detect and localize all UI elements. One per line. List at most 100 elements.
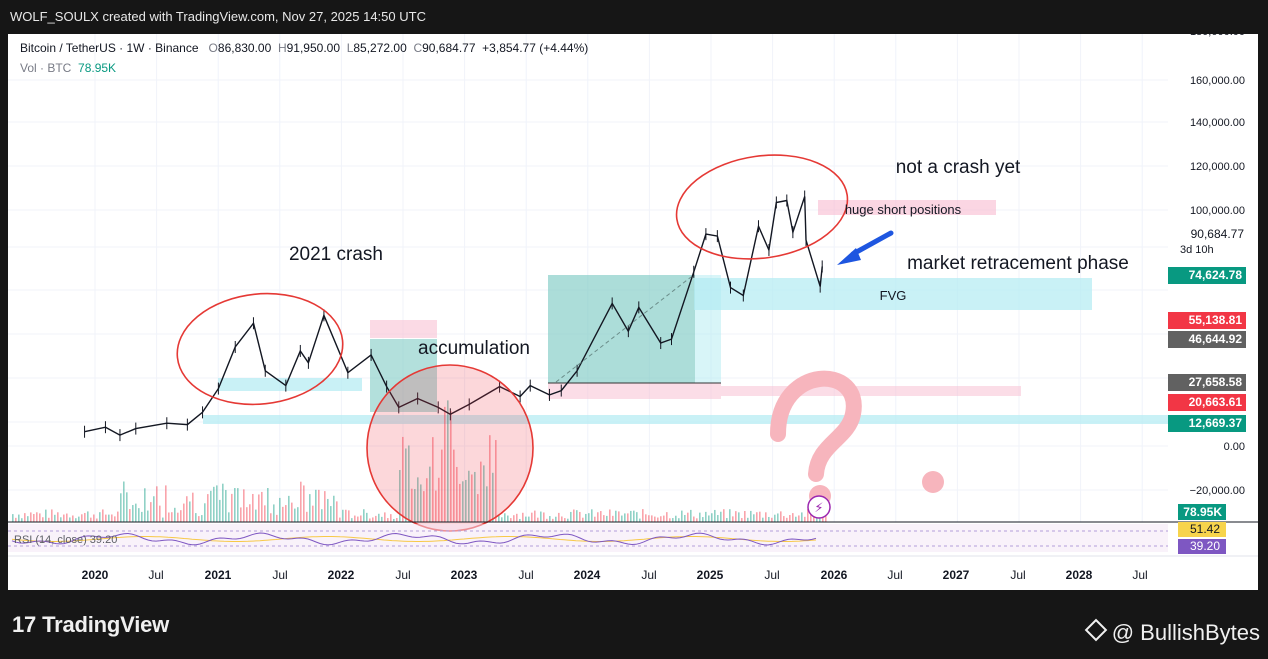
tradingview-logo[interactable]: 17 TradingView (12, 612, 169, 638)
volume-bar (150, 502, 152, 522)
price-marker-5 (1168, 394, 1246, 411)
volume-header: Vol · BTC 78.95K (20, 61, 116, 75)
close-label: C (413, 41, 423, 55)
volume-bar (324, 491, 326, 522)
volume-bar (543, 512, 545, 522)
volume-bar (501, 517, 503, 522)
volume-bar (450, 411, 452, 522)
volume-bar (720, 511, 722, 522)
watermark-text: @ BullishBytes (1111, 620, 1260, 645)
chart-canvas[interactable]: ⚡ 2021 crash accumulation not a crash yet hu… (8, 34, 1258, 590)
volume-bar (681, 510, 683, 522)
volume-bar (330, 506, 332, 522)
volume-bar (195, 513, 197, 522)
rsi-ma-line (11, 536, 817, 542)
volume-bar (618, 511, 620, 522)
volume-bar (519, 518, 521, 522)
annotation-text-3: huge short positions (845, 202, 962, 217)
volume-bar (633, 510, 635, 522)
volume-bar (480, 461, 482, 522)
chart-frame[interactable]: ⚡ 2021 crash accumulation not a crash yet hu… (8, 34, 1258, 590)
low-value: 85,272.00 (353, 41, 407, 55)
volume-bar (705, 511, 707, 522)
x-tick-label-1: Jul (148, 568, 163, 582)
volume-bar (75, 518, 77, 522)
volume-bar (12, 514, 14, 522)
volume-bar (21, 518, 23, 522)
volume-bar (528, 516, 530, 522)
volume-bar (729, 509, 731, 522)
volume-bar (426, 478, 428, 522)
volume-bar (219, 499, 221, 522)
y-tick-label: 0.00 (1224, 441, 1245, 453)
y-tick-label: 160,000.00 (1190, 75, 1245, 87)
price-marker-label-6: 12,669.37 (1189, 416, 1243, 430)
volume-bar (597, 512, 599, 522)
volume-bar (114, 516, 116, 522)
volume-label[interactable]: Vol · BTC (20, 61, 72, 75)
x-tick-label-5: Jul (395, 568, 410, 582)
rsi-line (11, 532, 817, 546)
volume-value: 78.95K (78, 61, 117, 75)
volume-bar (591, 509, 593, 522)
volume-bar (159, 505, 161, 522)
volume-bar (570, 511, 572, 522)
rsi-pane[interactable] (8, 524, 1168, 552)
volume-bar (579, 511, 581, 522)
arrow-shaft (850, 230, 894, 257)
volume-bar (522, 512, 524, 522)
volume-bar (513, 515, 515, 522)
volume-bar (420, 484, 422, 522)
volume-bar (210, 490, 212, 522)
volume-bar (744, 511, 746, 522)
volume-bar (69, 517, 71, 522)
lightning-glyph: ⚡ (814, 500, 823, 515)
volume-bar (162, 517, 164, 522)
watermark: @ BullishBytes (1084, 618, 1260, 646)
volume-bar (147, 510, 149, 522)
volume-bar (204, 503, 206, 522)
volume-bar (225, 490, 227, 522)
volume-bar (201, 515, 203, 522)
volume-bar (495, 440, 497, 522)
volume-bar (165, 485, 167, 522)
volume-bar (117, 511, 119, 522)
y-tick-label: 180,000.00 (1190, 34, 1245, 38)
volume-bar (51, 509, 53, 522)
volume-bar (549, 516, 551, 522)
volume-bar (402, 436, 404, 522)
zone-blue-long (203, 415, 1168, 424)
x-tick-label-15: Jul (1010, 568, 1025, 582)
volume-bar (63, 514, 65, 522)
volume-bar (216, 485, 218, 522)
circle-2025-top (675, 154, 849, 260)
price-marker-2 (1168, 312, 1246, 329)
volume-bar (399, 469, 401, 522)
volume-bar (555, 516, 557, 522)
volume-bar (123, 481, 125, 522)
volume-bar (363, 509, 365, 522)
volume-bar (732, 516, 734, 522)
volume-bar (690, 509, 692, 522)
volume-bar (666, 512, 668, 522)
volume-bar (432, 437, 434, 522)
volume-bar (612, 515, 614, 522)
volume-bar (465, 479, 467, 522)
volume-bar (273, 504, 275, 522)
symbol-name[interactable]: Bitcoin / TetherUS · 1W · Binance (20, 41, 199, 55)
volume-bar (387, 518, 389, 522)
volume-bar (99, 512, 101, 522)
volume-bar (804, 516, 806, 522)
volume-bar (798, 515, 800, 522)
volume-bar (264, 505, 266, 522)
lightning-icon[interactable] (807, 495, 831, 519)
price-marker-label-2: 55,138.81 (1189, 313, 1243, 327)
volume-bar (753, 514, 755, 522)
fvg-zone (694, 278, 1092, 310)
x-tick-label-8: 2024 (574, 568, 601, 582)
volume-bar (603, 515, 605, 522)
volume-bar (294, 508, 296, 522)
volume-bar (441, 449, 443, 522)
volume-bar (456, 466, 458, 522)
volume-bar (276, 514, 278, 522)
